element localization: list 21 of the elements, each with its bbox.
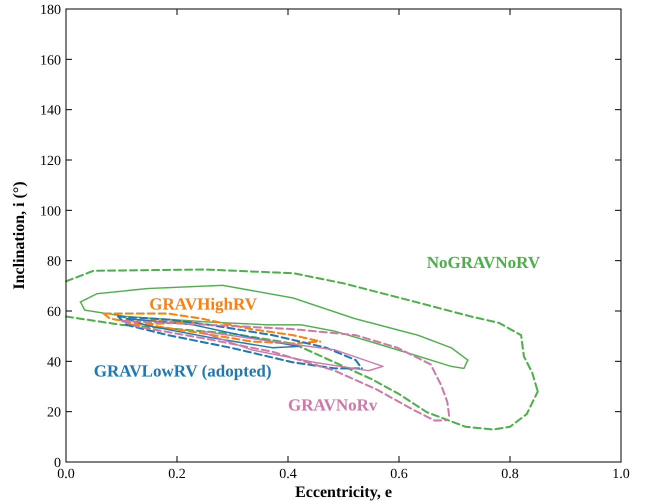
text: GRAVNoRv (288, 395, 378, 414)
x-tick-label: 0.4 (279, 467, 297, 482)
y-tick-label: 160 (40, 53, 61, 68)
x-axis-title: Eccentricity, e (295, 484, 392, 501)
y-tick-label: 20 (47, 406, 61, 421)
y-tick-label: 100 (40, 204, 61, 220)
x-tick-label: 0.6 (390, 467, 408, 482)
y-tick-label: 60 (47, 305, 61, 320)
x-tick-label: 0.8 (501, 467, 519, 482)
x-tick-label: 1.0 (612, 467, 630, 482)
series-label: NoGRAVNoRV (426, 253, 541, 272)
y-tick-label: 120 (40, 154, 61, 169)
y-tick-label: 40 (47, 355, 61, 370)
series-label: GRAVHighRV (149, 294, 258, 314)
y-tick-label: 80 (47, 254, 61, 270)
y-tick-label: 180 (40, 3, 61, 18)
x-tick-label: 0.0 (57, 467, 75, 482)
x-tick-label: 0.2 (168, 467, 186, 482)
series-label: GRAVLowRV (adopted) (94, 361, 272, 380)
y-axis-title: Inclination, i (°) (11, 181, 28, 290)
y-tick-label: 140 (40, 104, 61, 119)
